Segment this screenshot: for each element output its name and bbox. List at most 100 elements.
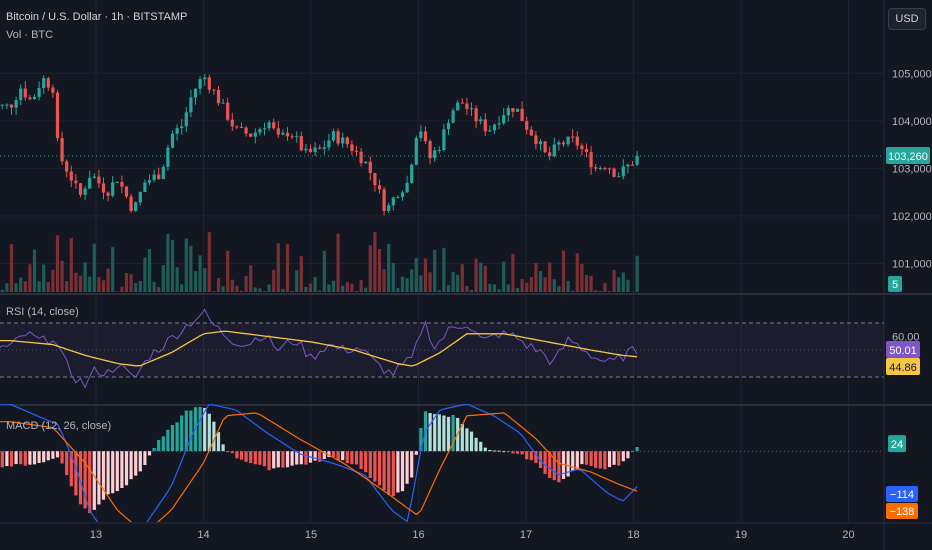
candle-body[interactable] bbox=[308, 148, 313, 153]
candle-body[interactable] bbox=[621, 166, 625, 177]
candle-body[interactable] bbox=[170, 133, 175, 148]
candle-body[interactable] bbox=[55, 92, 60, 139]
candle-body[interactable] bbox=[216, 89, 221, 104]
candle-body[interactable] bbox=[32, 96, 37, 100]
candle-body[interactable] bbox=[262, 128, 267, 130]
candle-body[interactable] bbox=[5, 104, 9, 106]
candle-body[interactable] bbox=[299, 136, 303, 151]
candle-body[interactable] bbox=[469, 108, 474, 110]
candle-body[interactable] bbox=[207, 77, 211, 90]
candle-body[interactable] bbox=[226, 102, 230, 120]
candle-body[interactable] bbox=[28, 97, 32, 100]
candle-body[interactable] bbox=[373, 173, 377, 186]
candle-body[interactable] bbox=[557, 142, 561, 145]
candle-body[interactable] bbox=[612, 168, 616, 177]
candle-body[interactable] bbox=[345, 137, 349, 145]
candle-body[interactable] bbox=[561, 142, 566, 145]
candle-body[interactable] bbox=[603, 168, 607, 170]
candle-body[interactable] bbox=[580, 145, 584, 150]
candle-body[interactable] bbox=[42, 78, 46, 88]
candle-body[interactable] bbox=[88, 177, 92, 189]
candle-body[interactable] bbox=[387, 205, 391, 211]
candle-body[interactable] bbox=[460, 102, 464, 104]
candle-body[interactable] bbox=[594, 167, 598, 169]
rsi-pane[interactable] bbox=[0, 308, 884, 389]
candle-body[interactable] bbox=[152, 174, 156, 181]
candle-body[interactable] bbox=[515, 108, 520, 112]
candle-body[interactable] bbox=[368, 161, 372, 174]
candle-body[interactable] bbox=[51, 87, 55, 93]
candle-body[interactable] bbox=[193, 88, 198, 98]
candle-body[interactable] bbox=[244, 127, 248, 134]
candle-body[interactable] bbox=[437, 150, 441, 152]
candle-body[interactable] bbox=[147, 180, 152, 183]
candle-body[interactable] bbox=[281, 132, 285, 135]
candle-body[interactable] bbox=[607, 168, 612, 170]
candle-body[interactable] bbox=[101, 183, 106, 193]
candle-body[interactable] bbox=[37, 87, 41, 97]
candle-body[interactable] bbox=[290, 136, 294, 138]
candle-body[interactable] bbox=[488, 130, 492, 132]
candle-body[interactable] bbox=[497, 123, 501, 125]
candle-body[interactable] bbox=[538, 141, 543, 145]
candle-body[interactable] bbox=[14, 100, 18, 108]
candle-body[interactable] bbox=[414, 137, 418, 165]
candle-body[interactable] bbox=[341, 137, 345, 144]
candle-body[interactable] bbox=[230, 119, 234, 127]
candle-body[interactable] bbox=[285, 132, 290, 137]
candle-body[interactable] bbox=[253, 132, 257, 137]
candle-body[interactable] bbox=[400, 192, 405, 197]
candle-body[interactable] bbox=[138, 192, 142, 203]
candle-body[interactable] bbox=[446, 122, 451, 130]
candle-body[interactable] bbox=[9, 104, 14, 108]
candle-body[interactable] bbox=[474, 108, 478, 122]
candle-body[interactable] bbox=[134, 202, 138, 211]
candle-body[interactable] bbox=[124, 186, 129, 197]
candle-body[interactable] bbox=[175, 128, 179, 134]
candle-body[interactable] bbox=[78, 183, 83, 195]
candle-body[interactable] bbox=[69, 171, 73, 181]
candle-body[interactable] bbox=[249, 133, 253, 137]
candle-body[interactable] bbox=[350, 144, 354, 151]
candle-body[interactable] bbox=[617, 176, 621, 178]
candle-body[interactable] bbox=[258, 129, 262, 133]
candle-body[interactable] bbox=[506, 108, 510, 116]
candle-body[interactable] bbox=[161, 166, 165, 180]
candle-body[interactable] bbox=[267, 122, 271, 129]
candle-body[interactable] bbox=[635, 156, 639, 165]
candle-body[interactable] bbox=[318, 147, 322, 149]
candle-body[interactable] bbox=[322, 147, 326, 149]
candle-body[interactable] bbox=[529, 129, 533, 136]
candle-body[interactable] bbox=[83, 188, 87, 195]
candle-body[interactable] bbox=[198, 79, 202, 89]
candle-body[interactable] bbox=[391, 197, 395, 206]
candle-body[interactable] bbox=[419, 131, 423, 138]
candle-body[interactable] bbox=[520, 108, 524, 122]
candle-body[interactable] bbox=[74, 180, 78, 184]
candle-body[interactable] bbox=[630, 164, 635, 166]
candle-body[interactable] bbox=[23, 88, 27, 98]
candle-body[interactable] bbox=[295, 136, 299, 138]
candle-body[interactable] bbox=[502, 115, 506, 124]
candle-body[interactable] bbox=[189, 97, 193, 113]
candle-body[interactable] bbox=[46, 78, 50, 88]
candle-body[interactable] bbox=[235, 126, 239, 128]
candle-body[interactable] bbox=[566, 136, 570, 145]
candle-body[interactable] bbox=[451, 110, 455, 123]
candle-body[interactable] bbox=[442, 129, 446, 151]
candle-body[interactable] bbox=[60, 138, 64, 162]
candle-body[interactable] bbox=[106, 192, 110, 196]
candle-body[interactable] bbox=[584, 149, 589, 153]
candle-body[interactable] bbox=[19, 88, 23, 101]
candle-body[interactable] bbox=[428, 141, 432, 159]
candle-body[interactable] bbox=[396, 196, 400, 198]
candle-body[interactable] bbox=[65, 161, 69, 172]
candle-body[interactable] bbox=[382, 189, 386, 211]
candle-body[interactable] bbox=[304, 148, 308, 151]
candle-body[interactable] bbox=[354, 150, 359, 152]
candle-body[interactable] bbox=[589, 152, 593, 168]
candle-body[interactable] bbox=[483, 119, 487, 132]
candle-body[interactable] bbox=[364, 161, 368, 164]
candle-body[interactable] bbox=[492, 124, 497, 131]
candle-body[interactable] bbox=[456, 102, 460, 111]
